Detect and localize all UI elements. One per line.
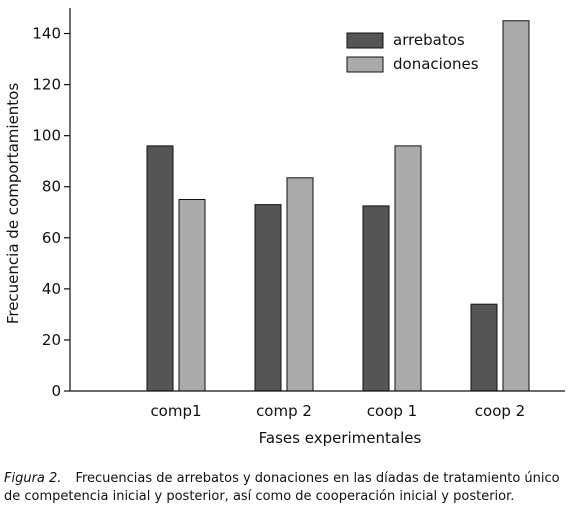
bar-donaciones-3	[394, 145, 422, 392]
legend-label-donaciones: donaciones	[393, 55, 479, 73]
y-tick-label: 100	[32, 127, 61, 145]
x-category-label: coop 1	[367, 402, 417, 420]
legend: arrebatos donaciones	[346, 31, 479, 73]
bar-arrebatos-4	[470, 303, 498, 392]
y-axis-ticks: 0 20 40 60 80 100 120 140	[32, 25, 70, 400]
y-tick-label: 20	[42, 331, 61, 349]
y-tick-label: 120	[32, 76, 61, 94]
bar-donaciones-4	[502, 20, 530, 392]
y-tick-label: 40	[42, 280, 61, 298]
y-tick-label: 80	[42, 178, 61, 196]
x-category-label: comp1	[150, 402, 201, 420]
x-axis-title: Fases experimentales	[259, 429, 422, 447]
bar-arrebatos-1	[146, 145, 174, 392]
y-axis-title: Frecuencia de comportamientos	[4, 83, 22, 325]
x-category-label: coop 2	[475, 402, 525, 420]
y-tick-label: 60	[42, 229, 61, 247]
bar-donaciones-1	[178, 199, 206, 392]
bars	[146, 20, 530, 392]
x-axis-labels: comp1 comp 2 coop 1 coop 2	[150, 402, 525, 420]
y-tick-label: 0	[51, 382, 61, 400]
y-tick-label: 140	[32, 25, 61, 43]
bar-chart: 0 20 40 60 80 100 120 140 comp1 comp 2 coop 1 coop…	[4, 8, 565, 447]
x-category-label: comp 2	[256, 402, 312, 420]
bar-arrebatos-2	[254, 204, 282, 392]
figure-caption: Figura 2. Frecuencias de arrebatos y dona…	[4, 470, 576, 506]
bar-arrebatos-3	[362, 205, 390, 392]
bar-donaciones-2	[286, 177, 314, 392]
figure-label: Figura 2.	[4, 471, 62, 486]
legend-swatch-arrebatos	[346, 32, 384, 49]
figure-caption-text: Frecuencias de arrebatos y donaciones en…	[4, 471, 560, 504]
legend-label-arrebatos: arrebatos	[393, 31, 465, 49]
legend-swatch-donaciones	[346, 56, 384, 73]
